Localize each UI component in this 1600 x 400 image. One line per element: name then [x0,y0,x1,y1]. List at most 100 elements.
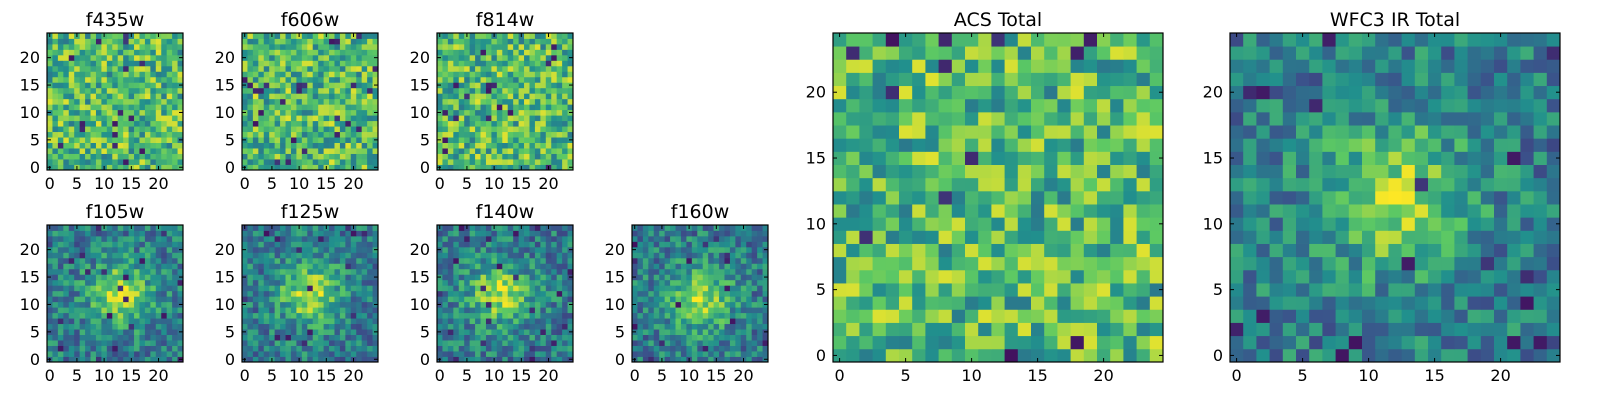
heatmap-cell [106,148,113,154]
heatmap-cell [172,356,178,363]
heatmap-cell [280,296,286,303]
heatmap-cell [79,159,86,165]
heatmap-cell [513,104,519,111]
heatmap-cell [134,65,140,72]
heatmap-cell [323,246,330,253]
y-tick-label: 10 [410,295,430,314]
heatmap-cell [350,126,357,133]
heatmap-cell [57,301,64,308]
heatmap-cell [545,126,552,133]
heatmap-cell [534,65,541,72]
heatmap-cell [247,71,254,78]
heatmap-cell [567,142,574,149]
heatmap-cell [52,87,59,94]
heatmap-cell [453,98,460,105]
heatmap-cell [52,235,59,242]
heatmap-cell [518,246,525,253]
heatmap-cell [296,142,303,149]
heatmap-cell [367,312,373,319]
heatmap-cell [155,345,162,352]
heatmap-cell [63,115,70,122]
heatmap-cell [339,318,346,325]
heatmap-cell [846,243,860,258]
heatmap-cell [57,159,64,165]
heatmap-cell [112,60,119,67]
heatmap-cell [545,268,552,275]
heatmap-cell [258,329,265,335]
heatmap-cell [367,49,373,56]
heatmap-cell [567,323,574,330]
heatmap-cell [740,279,747,286]
heatmap-cell [356,159,363,165]
heatmap-cell [464,159,471,165]
heatmap-cell [567,120,574,127]
heatmap-cell [269,98,276,105]
heatmap-cell [57,54,64,61]
heatmap-cell [680,351,687,357]
heatmap-cell [312,120,319,127]
heatmap-cell [329,131,335,138]
heatmap-cell [150,164,157,171]
heatmap-cell [329,126,335,133]
heatmap-cell [447,323,454,330]
heatmap-cell [356,82,363,89]
heatmap-cell [101,131,108,138]
heatmap-cell [833,348,847,363]
heatmap-cell [323,257,330,264]
heatmap-cell [361,104,368,111]
heatmap-cell [166,274,173,281]
heatmap-cell [134,131,140,138]
heatmap-cell [144,279,151,286]
heatmap-cell [762,241,769,248]
heatmap-cell [117,159,124,165]
heatmap-cell [106,252,113,259]
heatmap-cell [106,329,113,335]
heatmap-cell [713,279,720,286]
heatmap-cell [1017,348,1032,363]
heatmap-cell [339,153,346,160]
heatmap-cell [458,120,465,127]
heatmap-cell [1136,269,1151,284]
heatmap-cell [670,329,676,335]
heatmap-cell [899,217,913,231]
heatmap-cell [1031,296,1045,310]
heatmap-cell [339,307,346,314]
heatmap-cell [675,230,682,237]
heatmap-cell [872,283,887,297]
heatmap-cell [464,54,471,61]
heatmap-cell [551,334,558,341]
heatmap-cell [367,137,373,143]
heatmap-cell [350,76,357,83]
heatmap-cell [161,235,168,242]
heatmap-cell [166,312,173,319]
heatmap-cell [269,115,276,122]
heatmap-cell [529,307,536,314]
heatmap-cell [664,268,671,275]
heatmap-cell [491,43,498,50]
heatmap-cell [280,334,286,341]
heatmap-cell [458,159,465,165]
heatmap-cell [545,285,552,292]
heatmap-cell [751,235,758,242]
heatmap-cell [57,279,64,286]
axes-frame-f160w [631,224,769,363]
heatmap-cell [155,43,162,50]
heatmap-cell [724,235,731,242]
heatmap-cell [518,340,525,346]
heatmap-cell [345,351,352,357]
heatmap-cell [356,93,363,100]
heatmap-cell [285,290,292,297]
heatmap-cell [247,115,254,122]
heatmap-cell [123,252,129,259]
heatmap-cell [464,87,471,94]
heatmap-cell [307,87,314,94]
heatmap-cell [269,54,276,61]
heatmap-cell [258,274,265,281]
heatmap-cell [642,246,649,253]
heatmap-cell [57,148,64,154]
heatmap-cell [161,93,168,100]
heatmap-cell [117,334,124,341]
heatmap-cell [339,82,346,89]
heatmap-cell [144,345,151,352]
heatmap-cell [367,93,373,100]
